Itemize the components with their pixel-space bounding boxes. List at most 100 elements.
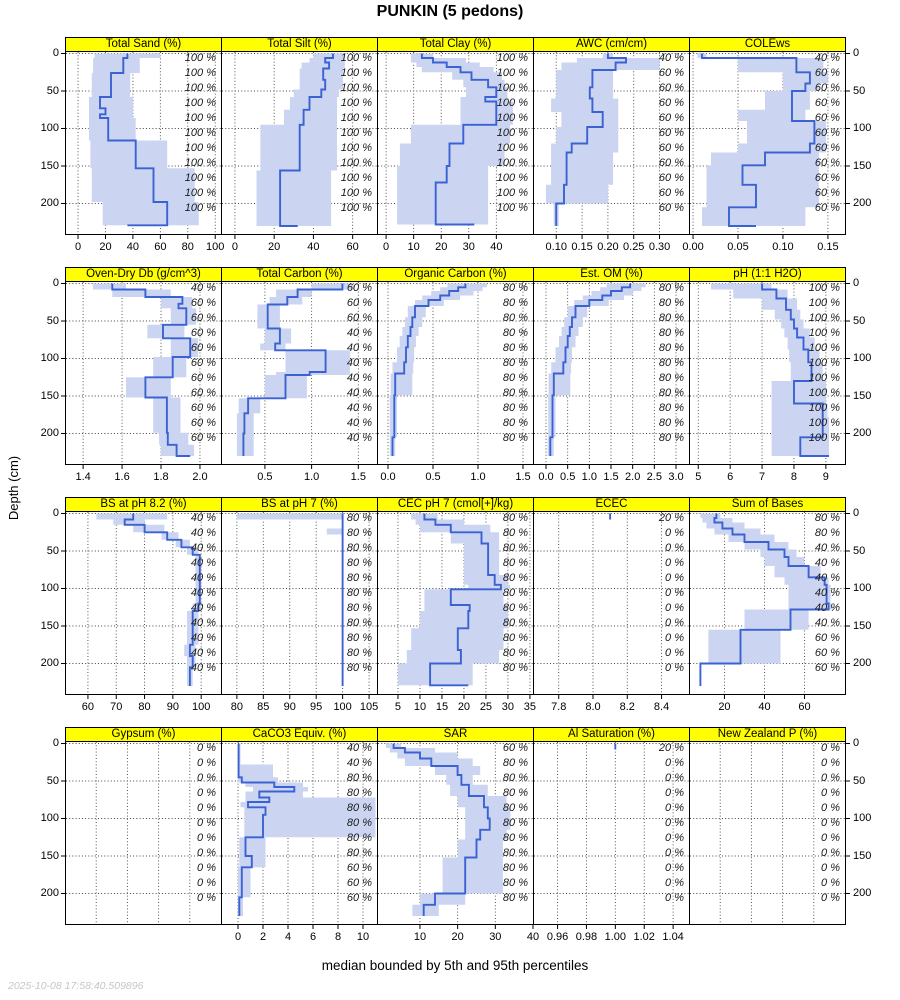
band-ph — [711, 283, 829, 456]
pct-label: 100 % — [497, 187, 528, 199]
depth-tick-label-left: 150 — [40, 159, 59, 172]
pct-label: 40 % — [347, 402, 372, 414]
x-tick-label: 40 — [527, 931, 539, 943]
pct-label: 100 % — [341, 172, 372, 184]
pct-label: 0 % — [821, 742, 840, 754]
pct-label: 100 % — [341, 112, 372, 124]
pct-label: 60 % — [815, 632, 840, 644]
median-line-bs-ph82 — [123, 513, 201, 686]
pct-label: 0 % — [197, 757, 216, 769]
pct-label: 100 % — [185, 82, 216, 94]
pct-label: 0 % — [197, 862, 216, 874]
x-tick-label: 1.6 — [114, 471, 129, 483]
x-tick-label: 3.0 — [668, 471, 683, 483]
x-tick-label: 40 — [127, 241, 139, 253]
strip-colews: COLEws — [689, 37, 846, 52]
x-tick-label: 30 — [502, 701, 514, 713]
x-tick-label: 0.00 — [682, 241, 703, 253]
x-tick-label: 40 — [758, 701, 770, 713]
median-line-ph — [761, 283, 829, 457]
strip-bs-ph82: BS at pH 8.2 (%) — [65, 497, 222, 512]
pct-label: 80 % — [503, 757, 528, 769]
x-tick-label: 8.2 — [620, 701, 635, 713]
band-total-carbon — [236, 283, 354, 456]
pct-label: 80 % — [503, 617, 528, 629]
median-line-total-silt — [279, 53, 334, 227]
pct-label: 0 % — [665, 757, 684, 769]
band-bs-ph7 — [236, 513, 343, 686]
depth-tick-label-left: 100 — [40, 352, 59, 364]
pct-label: 40 % — [191, 587, 216, 599]
pct-label: 80 % — [659, 327, 684, 339]
depth-tick-label-left: 200 — [40, 887, 59, 899]
pct-label: 40 % — [659, 52, 684, 64]
strip-caco3: CaCO3 Equiv. (%) — [221, 727, 378, 742]
x-tick-label: 95 — [310, 701, 322, 713]
pct-label: 0 % — [821, 862, 840, 874]
x-tick-label: 60 — [82, 701, 94, 713]
pct-label: 0 % — [665, 802, 684, 814]
x-tick-label: 1.5 — [351, 471, 366, 483]
x-tick-label: 105 — [360, 701, 378, 713]
x-tick-label: 15 — [436, 701, 448, 713]
pct-label: 100 % — [341, 97, 372, 109]
pct-label: 80 % — [503, 817, 528, 829]
pct-label: 80 % — [659, 417, 684, 429]
pct-label: 100 % — [341, 142, 372, 154]
pct-label: 80 % — [503, 602, 528, 614]
pct-label: 0 % — [665, 832, 684, 844]
panel-new-zealand-p: 0 % 0 % 0 % 0 % 0 % 0 % 0 % 0 % 0 % 0 % 0 % — [689, 741, 850, 925]
panel-cec-ph7: 80 % 80 % 80 % 80 % 80 % 80 % 80 % 80 % 80 % 80 %… — [377, 511, 536, 713]
pct-label: 60 % — [659, 142, 684, 154]
median-line-sar — [392, 743, 491, 916]
pct-label: 40 % — [347, 417, 372, 429]
depth-tick-label-right: 200 — [853, 887, 872, 899]
pct-label: 80 % — [347, 772, 372, 784]
pct-label: 80 % — [503, 327, 528, 339]
pct-label: 80 % — [503, 802, 528, 814]
pct-label: 0 % — [821, 772, 840, 784]
pct-label: 60 % — [347, 862, 372, 874]
x-tick-label: 0.25 — [623, 241, 644, 253]
pct-label: 100 % — [497, 142, 528, 154]
panel-total-clay: 100 % 100 % 100 % 100 % 100 % 100 % 100 % 100 %… — [377, 51, 534, 253]
panel-gypsum: 0 % 0 % 0 % 0 % 0 % 0 % 0 % 0 % 0 % 0 % 0 % — [61, 741, 222, 925]
depth-tick-label-right: 150 — [853, 389, 872, 402]
pct-label: 60 % — [815, 142, 840, 154]
depth-tick-label-left: 200 — [40, 427, 59, 439]
x-tick-label: 60 — [798, 701, 810, 713]
pct-label: 80 % — [347, 542, 372, 554]
pct-label: 0 % — [665, 602, 684, 614]
pct-label: 60 % — [659, 67, 684, 79]
pct-label: 80 % — [503, 832, 528, 844]
pct-label: 100 % — [809, 312, 840, 324]
pct-label: 100 % — [341, 127, 372, 139]
pct-label: 0 % — [197, 802, 216, 814]
x-tick-label: 5 — [395, 701, 401, 713]
pct-label: 100 % — [185, 187, 216, 199]
pct-label: 100 % — [809, 372, 840, 384]
pct-label: 40 % — [347, 327, 372, 339]
pct-label: 100 % — [185, 157, 216, 169]
x-tick-label: 8.0 — [585, 701, 600, 713]
strip-gypsum: Gypsum (%) — [65, 727, 222, 742]
pct-label: 100 % — [497, 97, 528, 109]
x-tick-label: 0.5 — [425, 471, 440, 483]
pct-label: 0 % — [665, 892, 684, 904]
pct-label: 80 % — [503, 297, 528, 309]
pct-label: 0 % — [197, 787, 216, 799]
median-line-total-clay — [420, 53, 498, 226]
pct-label: 100 % — [497, 172, 528, 184]
x-tick-label: 30 — [489, 931, 501, 943]
pct-label: 80 % — [347, 802, 372, 814]
pct-label: 80 % — [347, 572, 372, 584]
x-tick-label: 1.04 — [662, 931, 683, 943]
pct-label: 100 % — [185, 127, 216, 139]
pct-label: 100 % — [497, 202, 528, 214]
depth-tick-label-right: 50 — [853, 774, 866, 787]
panel-sum-of-bases: 80 % 80 % 40 % 40 % 40 % 40 % 40 % 40 % 60 % 60 %… — [689, 511, 850, 713]
pct-label: 0 % — [821, 757, 840, 769]
pct-label: 80 % — [503, 312, 528, 324]
depth-tick-label-right: 200 — [853, 197, 872, 209]
pct-label: 80 % — [659, 372, 684, 384]
